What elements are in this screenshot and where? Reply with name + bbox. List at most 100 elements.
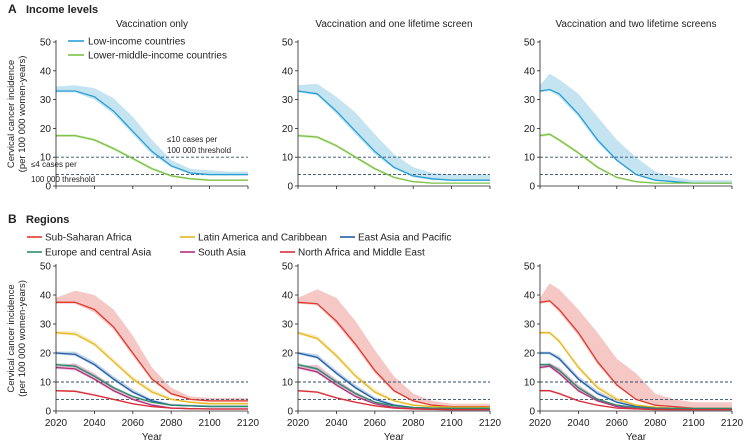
subplot-3: Vaccination and two lifetime screens 0 10 2…: [524, 19, 733, 193]
series-line: [55, 363, 248, 408]
y-tick-label: 40: [282, 291, 294, 302]
x-tick-label: 2060: [364, 418, 387, 429]
x-tick-label: 2060: [606, 418, 629, 429]
series-line: [55, 332, 248, 405]
series-line: [297, 332, 490, 408]
legend-label: Sub-Saharan Africa: [45, 233, 132, 244]
x-tick-label: 2100: [198, 418, 221, 429]
x-axis-label: Year: [384, 432, 405, 443]
y-tick-label: 0: [287, 407, 293, 418]
uncertainty-band: [298, 331, 490, 408]
y-tick-label: 40: [40, 291, 52, 302]
legend-label: Low-income countries: [88, 37, 185, 48]
panel-title: Regions: [26, 214, 69, 226]
series-line: [56, 134, 248, 181]
y-tick-label: 10: [40, 153, 52, 164]
y-tick-label: 20: [524, 124, 536, 135]
y-tick-label: 0: [287, 182, 293, 193]
subplot-title: Vaccination only: [116, 19, 188, 30]
x-axis-label: Year: [626, 432, 647, 443]
panel-label: A: [8, 2, 17, 16]
x-tick-label: 2020: [45, 418, 68, 429]
series-line: [56, 301, 248, 402]
uncertainty-band: [56, 331, 248, 405]
series-line: [297, 134, 490, 184]
x-axis-label: Year: [142, 432, 163, 443]
x-tick-label: 2120: [479, 418, 502, 429]
panel-title: Income levels: [26, 4, 98, 16]
y-axis-label: Cervical cancer incidence (per 100 000 wo…: [6, 56, 28, 173]
series-line: [297, 90, 490, 181]
y-axis-label-line2: (per 100 000 women-years): [17, 56, 28, 173]
panel-label: B: [8, 212, 17, 226]
y-tick-label: 0: [45, 182, 51, 193]
legend-label: Europe and central Asia: [45, 248, 152, 259]
y-tick-label: 50: [282, 262, 294, 273]
y-tick-label: 40: [40, 66, 52, 77]
y-tick-label: 20: [40, 349, 52, 360]
y-tick-label: 50: [40, 38, 52, 49]
subplot-3: 0 10 20 30 40 50 2020 2040 2060 2080 2100 2120 Year: [524, 262, 744, 444]
y-tick-label: 10: [282, 378, 294, 389]
uncertainty-band: [540, 363, 732, 410]
legend-label: East Asia and Pacific: [358, 233, 451, 244]
y-tick-label: 0: [529, 407, 535, 418]
y-tick-label: 30: [524, 320, 536, 331]
y-axis-label: Cervical cancer incidence (per 100 000 wo…: [6, 280, 28, 397]
series-line: [55, 390, 248, 410]
uncertainty-band: [540, 351, 732, 409]
x-tick-label: 2120: [721, 418, 744, 429]
x-tick-label: 2080: [402, 418, 425, 429]
legend-label: Latin America and Caribbean: [198, 233, 327, 244]
uncertainty-band: [56, 363, 248, 410]
uncertainty-band: [56, 290, 248, 402]
y-tick-label: 20: [524, 349, 536, 360]
uncertainty-band: [298, 289, 490, 408]
y-axis-label-line1: Cervical cancer incidence: [6, 284, 17, 392]
subplot-1: Vaccination only 0 10 20 30 40 50: [40, 19, 249, 193]
subplot-1: 0 10 20 30 40 50 2020 2040 2060 2080 2100 2120 Year: [40, 262, 260, 444]
y-tick-label: 20: [40, 124, 52, 135]
y-tick-label: 10: [524, 378, 536, 389]
subplot-2: 0 10 20 30 40 50 2020 2040 2060 2080 2100 2120 Year: [282, 262, 502, 444]
series-line: [297, 363, 490, 410]
x-tick-label: 2100: [440, 418, 463, 429]
y-tick-label: 30: [282, 320, 294, 331]
y-tick-label: 10: [524, 153, 536, 164]
x-tick-label: 2080: [160, 418, 183, 429]
y-tick-label: 10: [40, 378, 52, 389]
uncertainty-band: [56, 363, 248, 407]
y-tick-label: 30: [524, 95, 536, 106]
y-tick-label: 0: [529, 182, 535, 193]
y-axis-label-line1: Cervical cancer incidence: [6, 60, 17, 168]
y-tick-label: 0: [45, 407, 51, 418]
x-tick-label: 2120: [237, 418, 260, 429]
y-tick-label: 50: [524, 262, 536, 273]
y-tick-label: 50: [40, 262, 52, 273]
y-tick-label: 30: [40, 95, 52, 106]
y-tick-label: 40: [524, 66, 536, 77]
x-tick-label: 2020: [529, 418, 552, 429]
y-tick-label: 20: [282, 124, 294, 135]
y-tick-label: 50: [282, 38, 294, 49]
y-tick-label: 50: [524, 38, 536, 49]
y-tick-label: 30: [40, 320, 52, 331]
threshold-annotation: ≤10 cases per: [167, 135, 218, 144]
threshold-annotation: 100 000 threshold: [167, 146, 231, 155]
subplot-title: Vaccination and one lifetime screen: [315, 19, 472, 30]
legend-label: North Africa and Middle East: [298, 248, 425, 259]
x-tick-label: 2040: [325, 418, 348, 429]
series-line: [297, 390, 490, 411]
legend-label: South Asia: [198, 248, 246, 259]
y-axis-label-line2: (per 100 000 women-years): [17, 280, 28, 397]
y-tick-label: 40: [282, 66, 294, 77]
threshold-annotation: 100 000 threshold: [31, 175, 95, 184]
series-line: [540, 363, 732, 410]
x-tick-label: 2100: [682, 418, 705, 429]
series-line: [539, 133, 732, 184]
uncertainty-band: [540, 73, 732, 184]
panel-b: B Regions Cervical cancer incidence (per 10…: [6, 212, 744, 443]
y-tick-label: 40: [524, 291, 536, 302]
x-tick-label: 2040: [567, 418, 590, 429]
x-tick-label: 2060: [122, 418, 145, 429]
